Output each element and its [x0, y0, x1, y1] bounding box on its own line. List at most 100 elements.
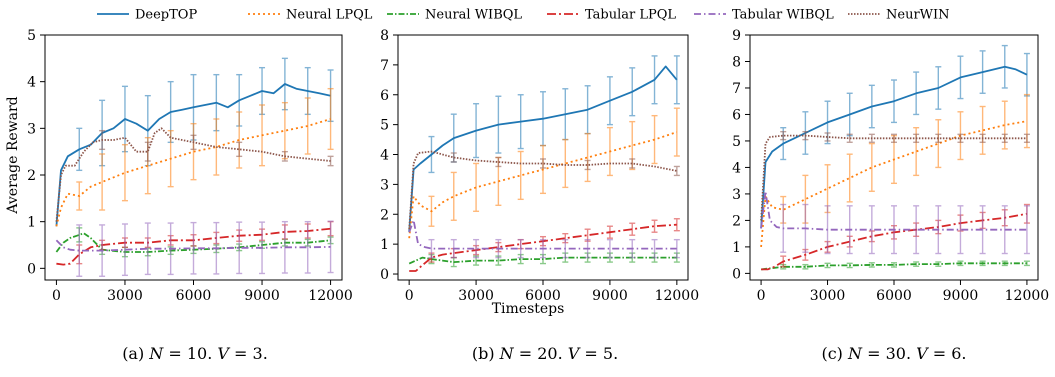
- x-tick-label: 0: [52, 288, 61, 304]
- series-neural-lpql: [760, 93, 1030, 247]
- x-tick-label: 12000: [308, 288, 353, 304]
- series-neural-lpql: [55, 87, 334, 227]
- error-bar: [121, 223, 128, 277]
- error-bar: [957, 133, 964, 143]
- error-bar: [450, 171, 457, 221]
- error-bar: [780, 130, 787, 141]
- series-line-deeptop: [55, 83, 331, 227]
- legend-label-neurwin: NeurWIN: [886, 8, 950, 23]
- y-tick-label: 2: [27, 168, 36, 184]
- error-bar: [144, 222, 151, 276]
- x-tick-label: 12000: [655, 288, 700, 304]
- error-bar: [651, 219, 658, 233]
- x-tick-label: 6000: [176, 288, 212, 304]
- y-tick-label: 4: [380, 148, 389, 164]
- error-bar: [304, 97, 311, 155]
- series-line-tabular-lpql: [56, 227, 331, 266]
- x-tick-label: 6000: [876, 288, 912, 304]
- error-bar: [824, 132, 831, 142]
- series-line-neural-wibql: [760, 262, 1027, 271]
- error-bar: [540, 158, 546, 169]
- error-bar: [584, 159, 591, 171]
- error-bar: [281, 220, 288, 274]
- error-bar: [144, 141, 151, 162]
- error-bar: [673, 55, 680, 105]
- error-bar: [957, 205, 964, 255]
- x-tick-label: 0: [405, 288, 414, 304]
- legend-label-deeptop: DeepTOP: [135, 8, 197, 23]
- series-neural-wibql: [760, 260, 1030, 271]
- y-tick-label: 0: [27, 261, 36, 277]
- error-bar: [651, 238, 658, 259]
- error-bar: [76, 224, 83, 277]
- error-bar: [891, 262, 897, 268]
- error-bar: [236, 111, 243, 169]
- series-line-neurwin: [55, 127, 331, 222]
- series-neural-lpql: [408, 107, 680, 239]
- panel-1: 0 3000 6000 9000 12000 0 1 2 3 4 5 (a) N = 10. V = …: [27, 28, 353, 363]
- legend-entry-deeptop: DeepTOP: [97, 8, 197, 23]
- error-bar: [935, 119, 942, 169]
- series-deeptop: [55, 57, 334, 227]
- error-bar: [450, 152, 457, 163]
- error-bar: [802, 263, 809, 270]
- series-neurwin: [408, 150, 680, 230]
- error-bar: [428, 238, 435, 259]
- y-tick-label: 0: [732, 266, 741, 282]
- y-tick-label: 9: [732, 28, 741, 44]
- y-tick-label: 3: [380, 177, 389, 193]
- x-tick-label: 3000: [107, 288, 143, 304]
- panel-1-caption: (a) N = 10. V = 3.: [122, 344, 268, 363]
- y-tick-label: 1: [732, 240, 741, 256]
- error-bar: [190, 122, 197, 181]
- legend-entry-tabular-wibql: Tabular WIBQL: [694, 8, 834, 23]
- error-bar: [1001, 133, 1008, 143]
- panel-2-caption: (b) N = 20. V = 5.: [472, 344, 618, 363]
- error-bar: [868, 262, 875, 268]
- error-bar: [673, 218, 680, 232]
- error-bar: [913, 205, 920, 255]
- legend-label-tabular-lpql: Tabular LPQL: [585, 8, 676, 23]
- error-bar: [868, 142, 875, 192]
- y-tick-label: 1: [380, 237, 389, 253]
- series-tabular-lpql: [56, 220, 334, 266]
- error-bar: [606, 238, 613, 259]
- series-tabular-wibql: [55, 220, 334, 277]
- series-neurwin: [760, 130, 1030, 221]
- series-line-neural-lpql: [760, 120, 1028, 247]
- x-axis-label: Timesteps: [492, 301, 565, 317]
- series-neural-wibql: [408, 252, 680, 268]
- legend-entry-tabular-lpql: Tabular LPQL: [547, 8, 676, 23]
- series-line-deeptop: [760, 65, 1028, 229]
- panel-2-series: [408, 55, 680, 272]
- y-tick-label: 3: [732, 187, 741, 203]
- error-bar: [1023, 52, 1030, 97]
- y-tick-label: 5: [380, 118, 389, 134]
- y-tick-label: 2: [380, 207, 389, 223]
- series-line-neural-lpql: [408, 131, 678, 239]
- series-tabular-lpql: [761, 203, 1030, 271]
- series-line-neurwin: [760, 134, 1027, 221]
- y-tick-label: 0: [380, 267, 389, 283]
- y-tick-label: 7: [380, 58, 389, 74]
- y-tick-label: 5: [732, 134, 741, 150]
- x-tick-label: 9000: [943, 288, 979, 304]
- y-tick-label: 7: [732, 81, 741, 97]
- error-bar: [891, 133, 897, 143]
- y-tick-label: 2: [732, 213, 741, 229]
- series-deeptop: [760, 44, 1030, 229]
- error-bar: [979, 105, 986, 155]
- series-tabular-wibql: [760, 190, 1030, 255]
- error-bar: [584, 132, 591, 183]
- legend-label-neural-wibql: Neural WIBQL: [425, 8, 522, 23]
- series-line-tabular-wibql: [55, 239, 331, 252]
- error-bar: [673, 107, 680, 157]
- error-bar: [562, 138, 569, 189]
- x-tick-label: 3000: [810, 288, 846, 304]
- y-tick-label: 6: [732, 107, 741, 123]
- x-tick-label: 6000: [525, 288, 561, 304]
- panel-2: 0 3000 6000 9000 12000 0 1 2 3 4 5 6 7 8 (b) N = 20. V…: [380, 28, 699, 363]
- error-bar: [236, 141, 243, 158]
- error-bar: [473, 162, 480, 212]
